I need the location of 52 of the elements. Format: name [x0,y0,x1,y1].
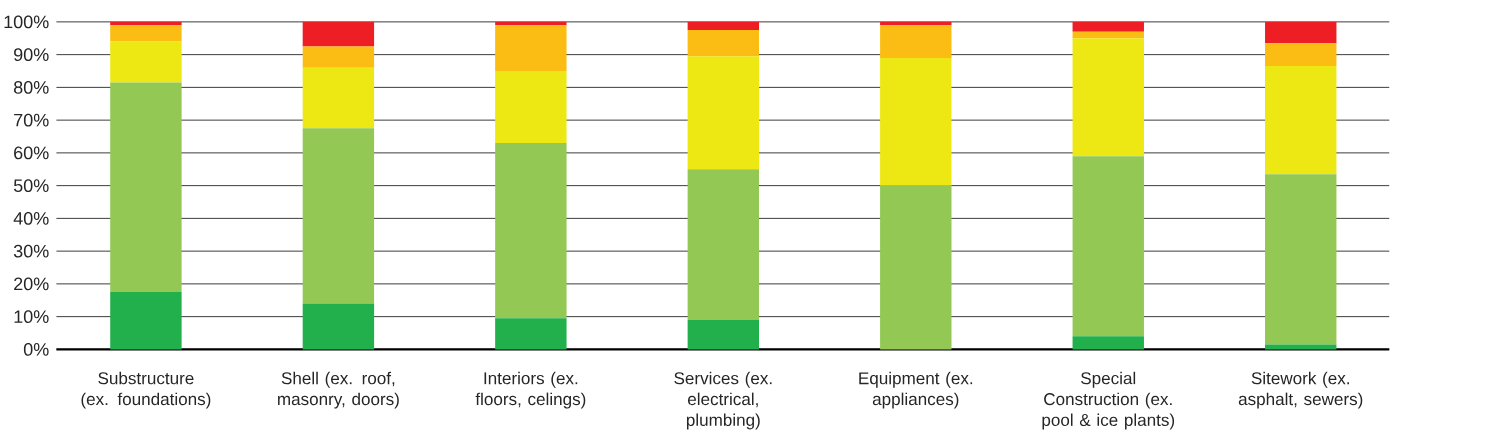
bar [880,58,952,186]
bar [1265,174,1337,345]
bar [302,303,375,350]
bar [687,56,760,170]
bar [1072,38,1144,157]
y-tick-label: 90% [14,48,49,62]
bar [302,67,375,129]
y-tick-label: 80% [13,81,49,94]
bar [687,22,760,31]
bar [495,22,567,26]
bar [880,22,952,26]
y-tick-label: 40% [13,212,49,225]
bar [1265,66,1337,175]
bar [495,318,567,350]
x-tick-label: Shell (ex. roof, masonry, doors) [278,372,399,409]
y-tick-label: 60% [14,146,49,160]
bar [687,320,760,350]
bar [1265,344,1337,350]
bar [110,41,182,83]
bar [1072,336,1144,350]
y-tick-label: 100% [4,15,49,29]
bar [1265,43,1337,67]
bar [687,30,760,57]
bar [880,25,952,59]
bar [302,46,375,68]
bar [1072,156,1144,337]
x-tick-label: Sitework (ex. asphalt, sewers) [1238,372,1363,409]
bar [110,292,182,350]
bar [687,169,760,321]
bar [495,71,567,144]
bar [110,25,182,42]
bar [880,185,952,350]
bar [495,143,567,319]
x-tick-label: Special Construction (ex. pool & ice plants) [1042,372,1175,430]
bar [110,22,182,26]
y-tick-label: 50% [13,179,49,193]
y-tick-label: 10% [14,310,49,324]
x-tick-label: Interiors (ex. floors, celings) [475,372,586,409]
x-tick-label: Equipment (ex. appliances) [859,372,973,409]
y-tick-label: 20% [14,277,49,291]
y-tick-label: 0% [23,343,49,356]
x-tick-label: Services (ex. electrical, plumbing) [674,372,772,430]
y-tick-label: 30% [13,244,49,258]
x-tick-label: Substructure (ex. foundations) [81,372,211,409]
bar [302,128,375,304]
y-tick-label: 70% [14,113,49,127]
bar [495,25,567,72]
bar [1072,22,1144,32]
bar [302,22,375,47]
bar [1072,31,1144,39]
bar [1265,22,1337,44]
bar [110,82,182,293]
